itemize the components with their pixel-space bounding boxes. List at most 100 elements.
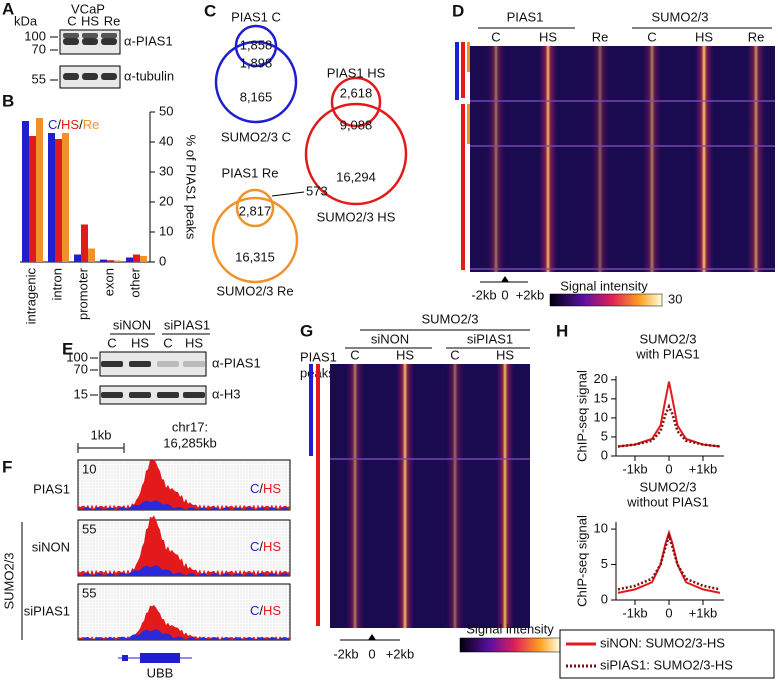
marker: 70 bbox=[74, 361, 88, 376]
marker: 100 bbox=[66, 349, 88, 364]
panel-label: E bbox=[62, 339, 73, 358]
track-max: 55 bbox=[82, 521, 96, 536]
x-tick-label: -1kb bbox=[622, 461, 647, 476]
track-signal-c bbox=[78, 500, 290, 510]
track-legend: C/HS bbox=[250, 481, 281, 496]
bar bbox=[29, 136, 36, 262]
peak-group bbox=[461, 104, 465, 270]
bar bbox=[62, 133, 69, 262]
panel-label: B bbox=[2, 91, 14, 110]
blot bbox=[99, 385, 207, 405]
venn-count: 9,088 bbox=[340, 117, 373, 132]
rule bbox=[271, 191, 305, 197]
bar bbox=[126, 257, 133, 262]
track-name: PIAS1 bbox=[33, 481, 70, 496]
x-tick-label: 0 bbox=[665, 461, 672, 476]
group-label: siNON bbox=[113, 317, 151, 332]
lane-label: C bbox=[350, 347, 359, 362]
y-axis-label: ChIP-seq signal bbox=[574, 515, 589, 607]
profile-line bbox=[617, 403, 721, 448]
bar bbox=[100, 259, 107, 262]
venn-small bbox=[330, 76, 382, 128]
x-tick-label: intragenic bbox=[23, 268, 38, 325]
track-max: 10 bbox=[82, 461, 96, 476]
y-tick-label: 20 bbox=[594, 371, 608, 386]
panel-label: G bbox=[300, 321, 313, 340]
colorbar-title: Signal intensity bbox=[466, 621, 554, 636]
plot-title: SUMO2/3 bbox=[639, 331, 696, 346]
y-tick-label: 0 bbox=[159, 253, 166, 268]
heatmap-stripe bbox=[590, 46, 610, 272]
heatmap-stripe bbox=[446, 364, 464, 628]
cell-line: VCaP bbox=[71, 1, 105, 16]
condition-label: siNON bbox=[371, 331, 409, 346]
antibody: α-PIAS1 bbox=[212, 355, 261, 370]
bar bbox=[133, 254, 140, 262]
lane-label: HS bbox=[539, 29, 557, 44]
colorbar bbox=[549, 293, 663, 307]
marker: 100 bbox=[24, 28, 46, 43]
heatmap-stripe bbox=[396, 364, 414, 628]
heatmap-stripe bbox=[642, 46, 662, 272]
y-tick-label: 20 bbox=[159, 193, 173, 208]
legend: C/HS/Re bbox=[48, 117, 99, 132]
lane-label: C bbox=[163, 335, 172, 350]
y-tick-label: 10 bbox=[159, 223, 173, 238]
band bbox=[183, 392, 205, 398]
y-axis-label: % of PIAS1 peaks bbox=[184, 135, 199, 240]
peak-group bbox=[316, 364, 320, 626]
y-tick-label: 40 bbox=[159, 133, 173, 148]
gene-exon bbox=[122, 655, 128, 661]
venn-count: 16,315 bbox=[235, 249, 275, 264]
x-tick-label: -1kb bbox=[622, 605, 647, 620]
venn-label: PIAS1 C bbox=[231, 9, 281, 24]
band bbox=[183, 361, 205, 367]
plot-title: with PIAS1 bbox=[635, 346, 700, 361]
profile-line bbox=[617, 529, 721, 594]
legend-entry: / bbox=[259, 603, 263, 618]
peaks-label: PIAS1 bbox=[300, 349, 337, 364]
scale-label: 1kb bbox=[91, 427, 112, 442]
panel-label: H bbox=[556, 321, 568, 340]
venn-small bbox=[235, 188, 275, 228]
profile-line bbox=[617, 381, 721, 448]
lane-label: C bbox=[67, 13, 76, 28]
venn-count: 1,858 bbox=[240, 37, 273, 52]
venn-large bbox=[214, 40, 298, 124]
venn-count: 8,165 bbox=[240, 89, 273, 104]
peak-group bbox=[467, 42, 470, 72]
heatmap-stripe bbox=[346, 364, 364, 628]
y-tick-label: 0 bbox=[601, 447, 608, 462]
track-legend: C/HS bbox=[250, 539, 281, 554]
legend-entry: / bbox=[259, 481, 263, 496]
group-label: siPIAS1 bbox=[164, 317, 210, 332]
track-name: siPIAS1 bbox=[24, 603, 70, 618]
heatmap-stripe bbox=[496, 364, 514, 628]
band bbox=[101, 33, 117, 38]
lane-label: C bbox=[450, 347, 459, 362]
bar bbox=[36, 118, 43, 262]
group-label: SUMO2/3 bbox=[421, 311, 478, 326]
venn-count: 2,817 bbox=[239, 203, 272, 218]
band bbox=[63, 73, 79, 80]
y-tick-label: 5 bbox=[601, 556, 608, 571]
legend-separator: / bbox=[79, 117, 83, 132]
peak-group bbox=[455, 42, 459, 100]
lane-label: Re bbox=[592, 29, 609, 44]
y-tick-label: 5 bbox=[601, 428, 608, 443]
heatmap bbox=[470, 46, 775, 272]
lane-label: C bbox=[491, 29, 500, 44]
lane-label: Re bbox=[104, 13, 121, 28]
axis-label: -2kb bbox=[333, 646, 358, 661]
y-tick-label: 10 bbox=[594, 409, 608, 424]
legend-entry: HS bbox=[263, 539, 281, 554]
band bbox=[157, 392, 179, 398]
legend-entry: HS bbox=[263, 603, 281, 618]
lane-label: Re bbox=[748, 29, 765, 44]
band bbox=[101, 392, 123, 398]
band bbox=[129, 392, 151, 398]
venn-large bbox=[211, 196, 299, 284]
heatmap-divider bbox=[470, 145, 775, 147]
track-signal-c bbox=[78, 565, 290, 576]
